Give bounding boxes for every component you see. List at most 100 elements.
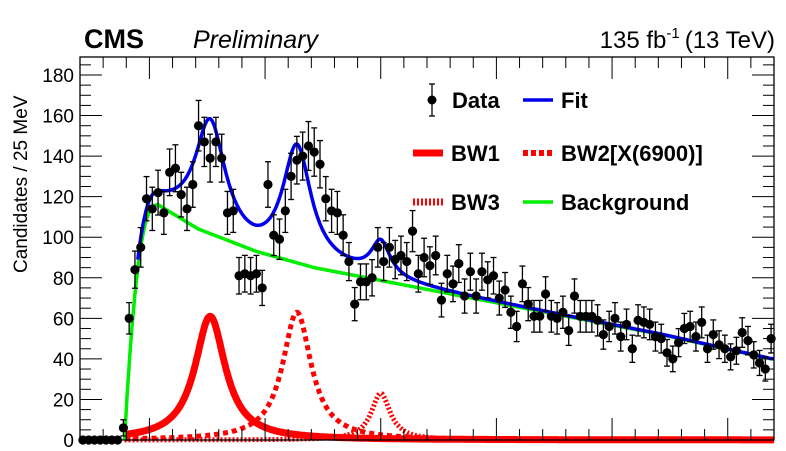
legend-data-marker <box>427 95 437 105</box>
data-point <box>159 208 169 218</box>
y-tick-label: 160 <box>42 107 74 128</box>
bw3-curve <box>124 390 774 443</box>
data-point <box>662 348 672 358</box>
data-point <box>598 329 608 340</box>
data-point <box>494 293 504 303</box>
legend-label: BW2[X(6900)] <box>561 141 703 166</box>
data-point <box>564 325 574 336</box>
data-point <box>431 250 441 261</box>
legend-entry-bw3: BW3 <box>413 190 500 215</box>
data-point <box>118 423 128 433</box>
data-point <box>176 190 186 200</box>
lumi-value: 135 fb <box>600 27 667 54</box>
data-point <box>396 250 406 261</box>
fit-curve <box>136 116 774 361</box>
data-point <box>124 313 134 323</box>
data-point <box>540 289 551 299</box>
data-point <box>697 317 707 327</box>
y-tick-label: 140 <box>42 147 74 168</box>
y-tick-label: 100 <box>42 228 74 249</box>
data-point <box>645 319 655 330</box>
data-point <box>668 354 678 364</box>
bw1-curve <box>123 312 774 444</box>
data-point <box>344 256 354 267</box>
data-point <box>425 261 435 271</box>
data-point <box>448 279 458 289</box>
data-point <box>413 269 423 279</box>
data-point <box>338 230 348 240</box>
data-point <box>199 137 209 147</box>
legend-label: Data <box>452 88 500 113</box>
data-point <box>720 344 730 354</box>
legend-entry-background: Background <box>523 190 689 215</box>
data-point <box>754 358 765 368</box>
data-point <box>569 291 580 301</box>
data-point <box>217 153 227 163</box>
lumi-exponent: -1 <box>666 25 679 42</box>
legend: Data Fit BW1 BW2[X(6900)] BW3 Background <box>413 83 703 215</box>
y-tick-label: 60 <box>53 309 74 330</box>
data-point <box>419 252 429 263</box>
legend-entry-bw2-x-6900: BW2[X(6900)] <box>523 141 703 166</box>
data-point <box>136 242 146 252</box>
data-point <box>274 234 285 244</box>
data-point <box>211 137 221 147</box>
y-axis-label: Candidates / 25 MeV <box>11 95 32 273</box>
background-curve <box>122 203 774 441</box>
data-point <box>610 313 620 323</box>
data-point <box>141 194 152 204</box>
data-point <box>506 307 516 317</box>
data-point <box>205 153 215 163</box>
legend-label: Background <box>561 190 689 215</box>
data-point <box>726 352 736 362</box>
data-point <box>627 344 637 354</box>
data-point <box>332 208 342 218</box>
y-tick-label: 180 <box>42 66 74 87</box>
y-tick-label: 0 <box>63 431 74 451</box>
data-point <box>147 204 157 214</box>
experiment-label: CMS <box>84 24 144 54</box>
data-point <box>656 334 666 344</box>
data-point <box>350 299 360 309</box>
data-point <box>407 226 418 236</box>
data-point <box>251 269 261 279</box>
data-point <box>379 256 389 267</box>
data-point <box>286 171 296 181</box>
axes: 0 20 40 60 80 100 120 140 160 180 <box>42 56 775 451</box>
data-point <box>749 350 759 360</box>
data-point <box>471 291 481 301</box>
data-point <box>708 329 718 340</box>
data-point <box>558 307 568 317</box>
data-point <box>685 321 695 332</box>
data-point <box>488 271 499 281</box>
data-point <box>170 163 181 173</box>
data-point <box>402 256 412 267</box>
data-point <box>193 121 204 131</box>
data-point <box>500 285 510 295</box>
data-point <box>263 179 273 190</box>
data-point <box>303 141 314 151</box>
data-point <box>552 313 562 323</box>
data-point <box>465 267 475 277</box>
data-point <box>517 279 528 289</box>
data-point <box>737 327 747 338</box>
data-point <box>153 188 163 198</box>
data-point <box>257 283 267 293</box>
data-point <box>298 151 308 161</box>
data-point <box>702 344 713 354</box>
data-point <box>535 311 545 321</box>
y-tick-label: 80 <box>53 269 74 290</box>
plot-area <box>78 99 776 445</box>
legend-entry-fit: Fit <box>523 88 589 113</box>
data-point <box>691 331 701 342</box>
legend-entry-bw1: BW1 <box>413 141 500 166</box>
data-point <box>373 242 383 252</box>
bw2-curve <box>124 309 774 443</box>
data-point <box>621 319 632 330</box>
legend-entry-data: Data <box>427 83 500 117</box>
data-point <box>673 338 684 348</box>
data-point <box>454 258 464 269</box>
data-point <box>228 206 238 216</box>
data-point <box>459 291 470 301</box>
